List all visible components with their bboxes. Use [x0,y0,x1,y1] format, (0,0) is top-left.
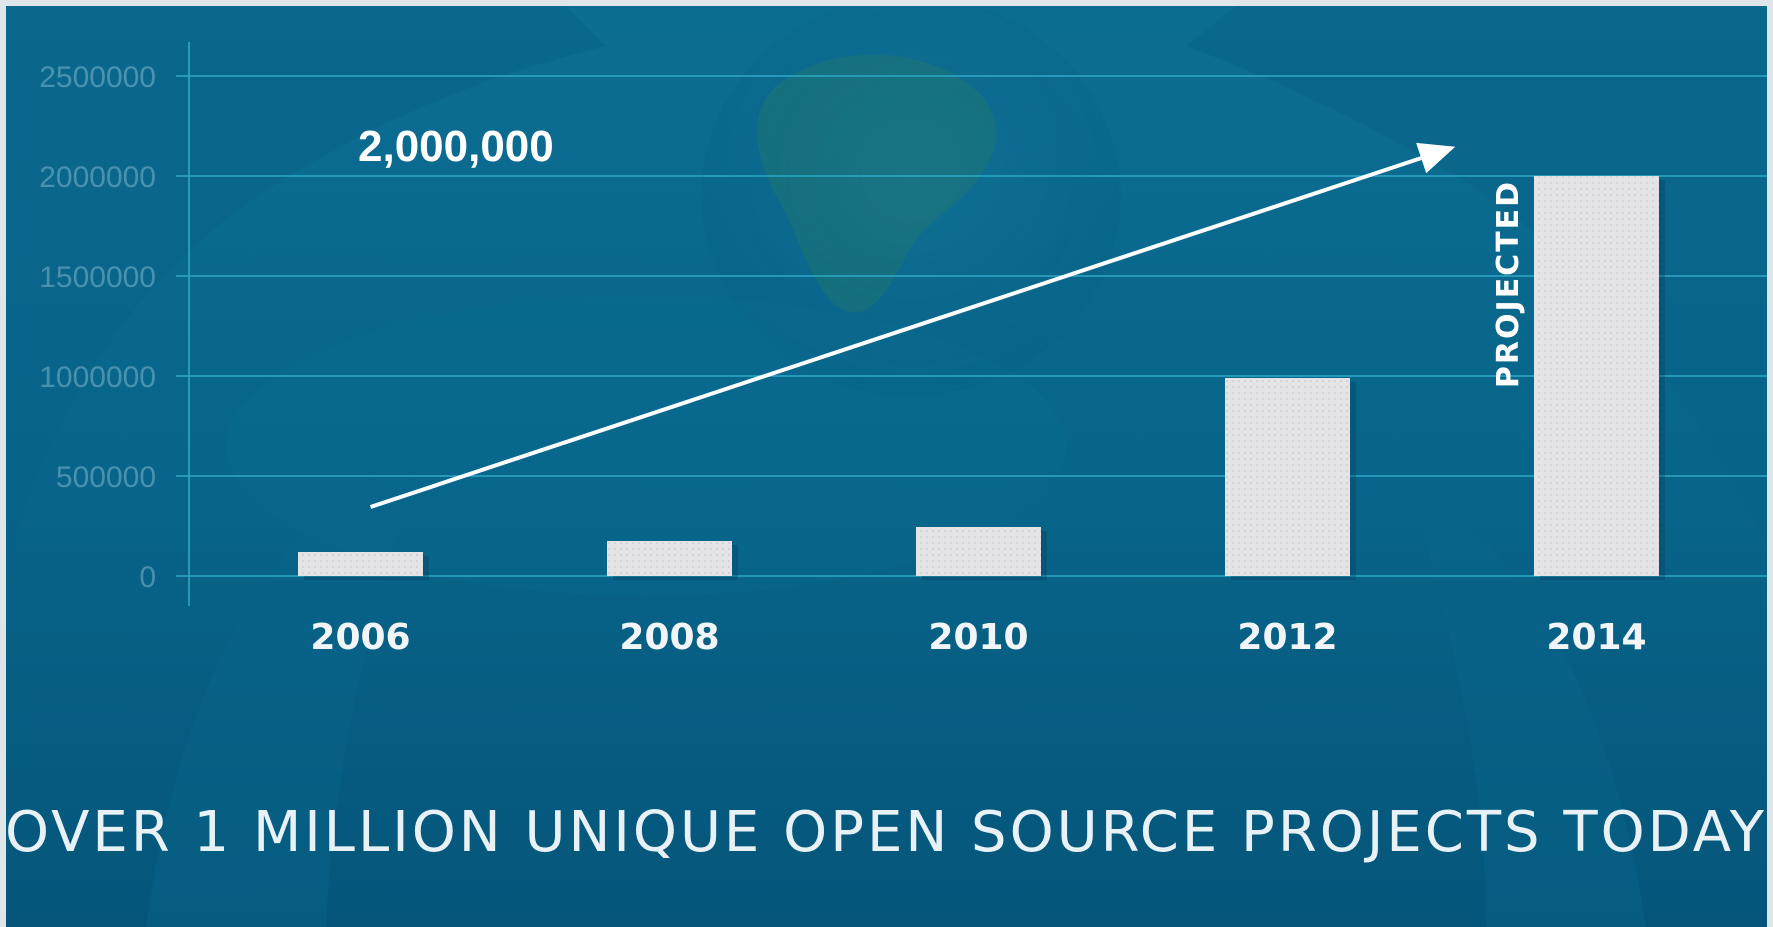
bar-2010 [916,527,1041,576]
x-tick-label: 2010 [928,617,1028,658]
bar-2012 [1225,378,1350,576]
x-axis-labels: 2006 2008 2010 2012 2014 [310,617,1646,658]
bar-2008 [607,541,732,576]
y-tick-label: 1000000 [39,361,156,394]
y-axis: 0 500000 1000000 1500000 2000000 2500000 [39,42,190,606]
bar-2014 [1534,176,1659,576]
annotation-projected: PROJECTED [1491,180,1526,388]
gridlines [176,75,1767,577]
y-tick-label: 2500000 [39,61,156,94]
y-tick-label: 1500000 [39,261,156,294]
chart-title: OVER 1 MILLION UNIQUE OPEN SOURCE PROJEC… [6,800,1767,865]
x-tick-label: 2012 [1237,617,1337,658]
y-tick-label: 500000 [56,461,156,494]
x-tick-label: 2008 [619,617,719,658]
y-tick-label: 2000000 [39,161,156,194]
annotation-2000000: 2,000,000 [358,122,554,171]
x-tick-label: 2006 [310,617,410,658]
x-tick-label: 2014 [1546,617,1646,658]
y-tick-label: 0 [139,561,156,594]
chart: 0 500000 1000000 1500000 2000000 2500000 2006… [6,6,1767,927]
trend-arrow [369,142,1456,509]
bars [298,176,1665,580]
chart-frame: 0 500000 1000000 1500000 2000000 2500000 2006… [6,6,1767,927]
bar-2006 [298,552,423,576]
